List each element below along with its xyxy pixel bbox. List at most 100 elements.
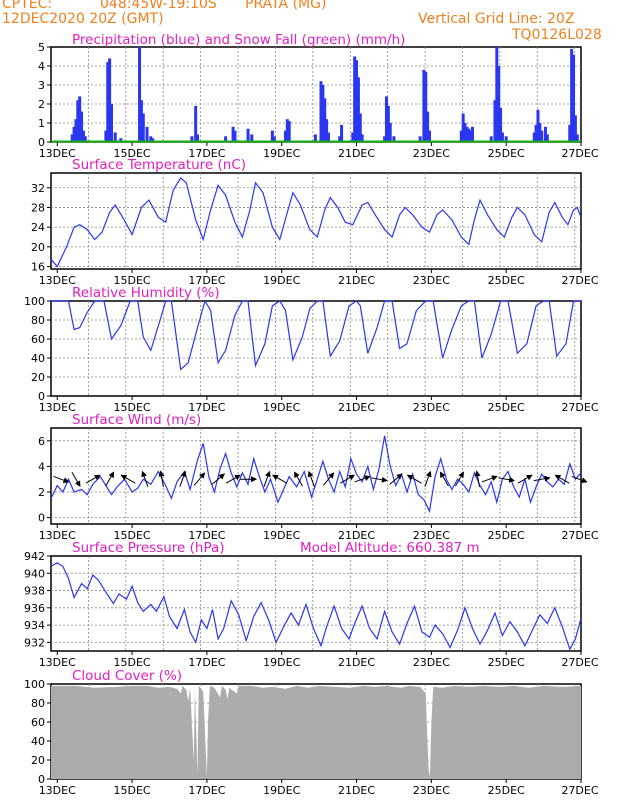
precip-bar	[196, 134, 200, 142]
precip-bar	[74, 119, 78, 142]
precip-bar	[495, 47, 499, 142]
precip-bar	[360, 134, 364, 142]
humidity-frame	[50, 300, 582, 397]
pressure-line	[50, 562, 582, 651]
precip-bar	[572, 54, 576, 142]
cloud-xtick-label: 25DEC	[488, 784, 525, 797]
temperature-ytick-label: 24	[31, 221, 45, 234]
precip-bar	[83, 136, 87, 142]
precip-bar	[353, 56, 357, 142]
precip-bar	[78, 96, 82, 142]
precip-bar	[313, 134, 317, 142]
cloud-ytick-label: 100	[24, 678, 45, 691]
precip-bar	[72, 126, 76, 142]
precip-bar	[283, 130, 287, 142]
precip-bar	[426, 111, 430, 142]
precip-bar	[386, 105, 390, 142]
precip-bar	[536, 109, 540, 142]
precip-bar	[568, 124, 572, 142]
humidity-xtick-label: 23DEC	[413, 401, 450, 414]
pressure-xtick-label: 13DEC	[39, 656, 76, 669]
wind-arrow	[498, 476, 516, 483]
precip-bar	[356, 77, 360, 142]
temperature-xtick-label: 25DEC	[488, 274, 525, 287]
cloud-xtick-label: 17DEC	[188, 784, 225, 797]
wind-arrow	[322, 472, 335, 486]
header-source: CPTEC:	[2, 0, 53, 12]
cloud-xtick-label: 13DEC	[39, 784, 76, 797]
precip-bar	[80, 111, 84, 142]
wind-arrow	[193, 472, 206, 486]
cloud-ytick-label: 60	[31, 716, 45, 729]
wind-arrow	[272, 474, 288, 484]
pressure-title: Surface Pressure (hPa)	[72, 540, 225, 556]
precip-bar	[493, 100, 497, 142]
precip-bar	[285, 119, 289, 142]
pressure-ytick-label: 942	[24, 550, 45, 563]
cloud-cover-area	[51, 685, 581, 779]
cloud-xtick-label: 15DEC	[114, 784, 151, 797]
wind-arrow	[53, 475, 70, 484]
precip-bar	[540, 130, 544, 142]
temperature-xtick-label: 19DEC	[263, 274, 300, 287]
precip-title: Precipitation (blue) and Snow Fall (gree…	[72, 32, 405, 48]
precip-bar	[108, 58, 112, 142]
precip-bar	[459, 130, 463, 142]
precip-bar	[500, 132, 504, 142]
precip-bar	[469, 130, 473, 142]
humidity-xtick-label: 15DEC	[114, 401, 151, 414]
precip-bar	[81, 130, 85, 142]
wind-ytick-label: 6	[38, 435, 45, 448]
pressure-frame	[50, 555, 582, 652]
precip-bar	[388, 123, 392, 142]
precip-xtick-label: 23DEC	[413, 147, 450, 160]
precip-bar	[358, 113, 362, 142]
precip-bar	[270, 130, 274, 142]
precip-bar	[250, 134, 254, 142]
cloud-ytick-label: 0	[38, 773, 45, 786]
wind-arrow	[225, 474, 241, 484]
temperature-line	[50, 176, 582, 268]
precip-ytick-label: 0	[38, 136, 45, 149]
temperature-xtick-label: 15DEC	[114, 274, 151, 287]
wind-xtick-label: 27DEC	[561, 529, 598, 542]
precip-bar	[104, 130, 108, 142]
humidity-ytick-label: 40	[31, 352, 45, 365]
precip-bar	[113, 132, 117, 142]
precip-bar	[138, 47, 142, 142]
precip-bar	[139, 100, 143, 142]
temperature-xtick-label: 13DEC	[39, 274, 76, 287]
precip-ytick-label: 3	[38, 79, 45, 92]
humidity-ytick-label: 100	[24, 295, 45, 308]
precip-ytick-label: 1	[38, 117, 45, 130]
precip-bar	[461, 113, 465, 142]
precip-xtick-label: 13DEC	[39, 147, 76, 160]
cloud-ytick-label: 80	[31, 697, 45, 710]
temperature-ytick-label: 28	[31, 201, 45, 214]
pressure-xtick-label: 19DEC	[263, 656, 300, 669]
wind-arrow	[158, 470, 165, 488]
wind-arrow	[105, 471, 115, 487]
precip-bar	[418, 136, 422, 142]
precip-xtick-label: 21DEC	[338, 147, 375, 160]
wind-arrow	[120, 474, 136, 484]
precip-bar	[70, 134, 74, 142]
wind-ytick-label: 0	[38, 512, 45, 525]
precip-bar	[573, 115, 577, 142]
cloud-ytick-label: 20	[31, 754, 45, 767]
header-date: 12DEC2020 20Z (GMT)	[2, 11, 164, 27]
wind-arrow	[481, 475, 498, 483]
humidity-title: Relative Humidity (%)	[72, 285, 220, 301]
precip-bar	[383, 136, 387, 142]
wind-arrow	[294, 471, 303, 487]
pressure-xtick-label: 25DEC	[488, 656, 525, 669]
precip-bar	[149, 136, 153, 142]
pressure-ytick-label: 932	[24, 636, 45, 649]
precip-bar	[233, 130, 237, 142]
precip-bar	[467, 128, 471, 142]
wind-arrow	[141, 470, 149, 487]
humidity-xtick-label: 17DEC	[188, 401, 225, 414]
precip-bar	[340, 124, 344, 142]
precip-ytick-label: 5	[38, 41, 45, 54]
precip-bar	[384, 96, 388, 142]
